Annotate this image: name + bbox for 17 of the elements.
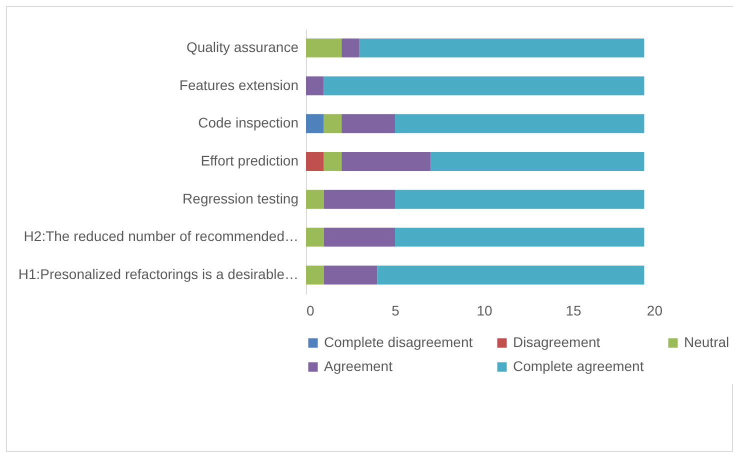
x-tick-label: 0	[306, 302, 314, 318]
y-tick-label: Effort prediction	[200, 152, 298, 168]
legend-label: Agreement	[324, 358, 393, 374]
y-tick-label: H2:The reduced number of recommended…	[24, 228, 298, 244]
y-tick-label: Code inspection	[198, 114, 298, 131]
x-tick-label: 5	[392, 302, 400, 318]
legend-label: Complete disagreement	[324, 334, 473, 350]
y-tick-label: H1:Presonalized refactorings is a desirable…	[18, 266, 298, 282]
legend-label: Disagreement	[513, 334, 600, 350]
x-tick-label: 20	[646, 302, 663, 318]
x-tick-label: 10	[476, 302, 492, 318]
legend-label: Neutral	[684, 334, 730, 350]
x-tick-label: 15	[566, 302, 582, 318]
y-tick-label: Features extension	[179, 76, 298, 93]
y-tick-label: Quality assurance	[186, 38, 299, 55]
y-tick-label: Regression testing	[182, 190, 298, 206]
legend-label: Complete agreement	[513, 358, 644, 374]
